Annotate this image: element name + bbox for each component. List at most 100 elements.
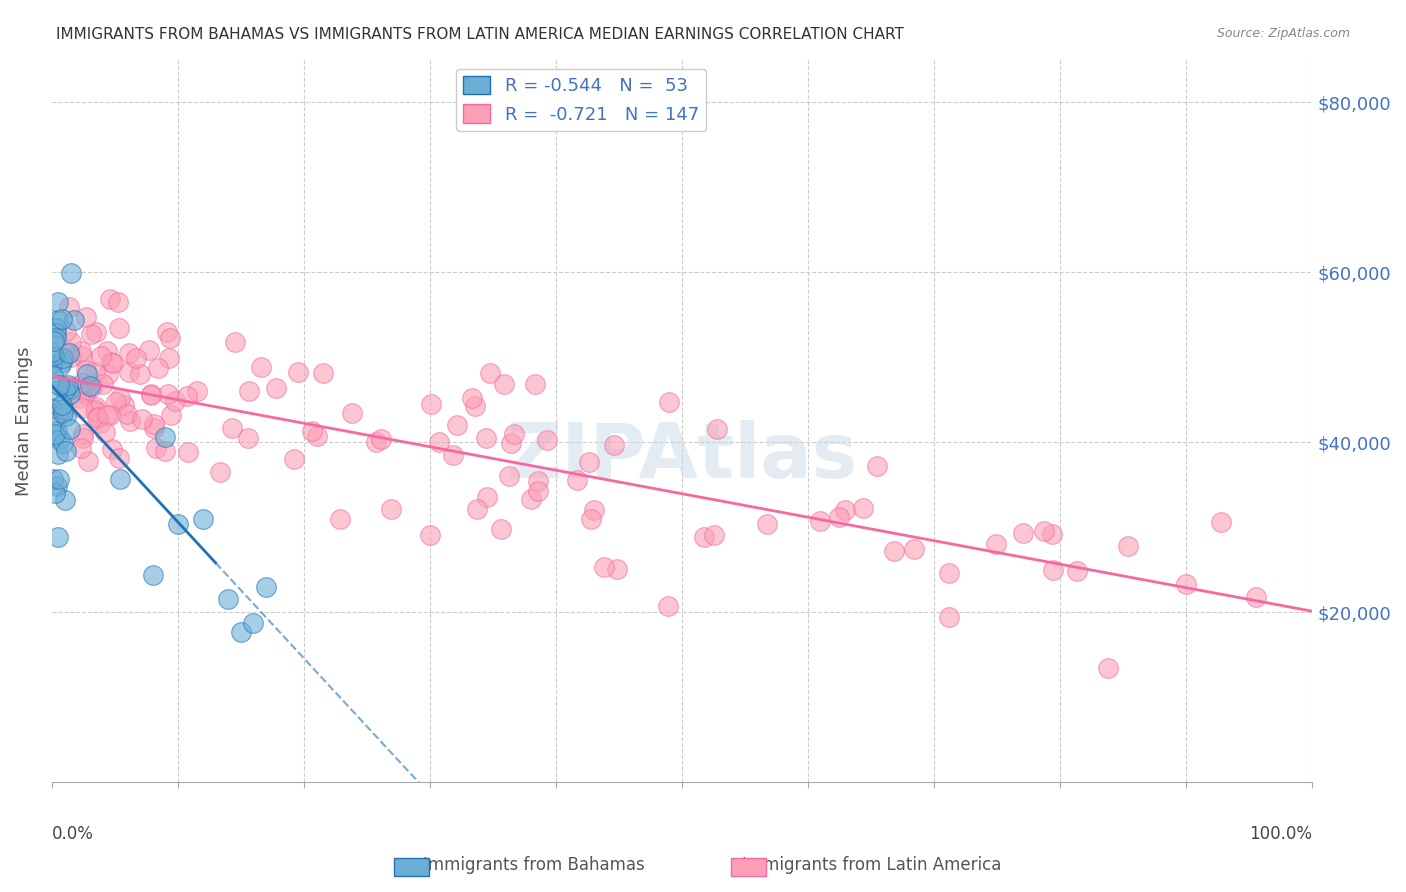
Point xyxy=(75,310,97,325)
Point xyxy=(756,517,779,532)
Point xyxy=(249,359,271,374)
Point xyxy=(52,401,75,416)
Point xyxy=(89,416,111,430)
Point xyxy=(75,385,97,400)
Point xyxy=(446,417,468,432)
Point xyxy=(475,432,498,446)
Point xyxy=(593,560,616,574)
Point xyxy=(80,379,103,393)
Point xyxy=(72,384,94,399)
Point xyxy=(42,348,65,362)
Text: 100.0%: 100.0% xyxy=(1250,825,1312,844)
Point xyxy=(221,421,243,435)
Point xyxy=(579,512,602,526)
Point xyxy=(58,346,80,360)
Text: IMMIGRANTS FROM BAHAMAS VS IMMIGRANTS FROM LATIN AMERICA MEDIAN EARNINGS CORRELA: IMMIGRANTS FROM BAHAMAS VS IMMIGRANTS FR… xyxy=(56,27,904,42)
Point xyxy=(59,387,82,401)
Point xyxy=(51,355,73,369)
Point xyxy=(83,402,105,417)
Point xyxy=(59,422,82,436)
Point xyxy=(156,387,179,401)
Point xyxy=(565,473,588,487)
Point xyxy=(46,294,69,309)
Point xyxy=(70,376,93,391)
Point xyxy=(312,366,335,380)
Text: ZIPAtlas: ZIPAtlas xyxy=(506,420,858,494)
Point xyxy=(131,411,153,425)
Point xyxy=(53,379,76,393)
Point xyxy=(44,334,66,349)
Point xyxy=(582,503,605,517)
Point xyxy=(55,444,77,458)
Point xyxy=(501,435,523,450)
Point xyxy=(117,365,139,379)
Point xyxy=(141,388,163,402)
Point xyxy=(420,397,443,411)
Point xyxy=(1244,590,1267,604)
Point xyxy=(834,503,856,517)
Point xyxy=(143,421,166,435)
Point xyxy=(55,409,77,424)
Point xyxy=(191,512,214,526)
Point xyxy=(370,432,392,446)
Point xyxy=(145,442,167,456)
Point xyxy=(100,408,122,422)
Point xyxy=(938,566,960,580)
Point xyxy=(118,346,141,360)
Point xyxy=(419,528,441,542)
Point xyxy=(107,295,129,310)
Point xyxy=(142,567,165,582)
Point xyxy=(76,368,98,382)
Point xyxy=(52,436,75,450)
Point xyxy=(287,365,309,379)
Point xyxy=(176,389,198,403)
Point xyxy=(526,483,548,498)
Point xyxy=(1097,661,1119,675)
Point xyxy=(984,537,1007,551)
Point xyxy=(125,351,148,365)
Point xyxy=(72,349,94,363)
Point xyxy=(101,442,124,456)
Point xyxy=(46,478,69,492)
Point xyxy=(706,422,728,436)
Point xyxy=(105,394,128,409)
Point xyxy=(55,493,77,508)
Point xyxy=(84,326,107,340)
Point xyxy=(578,455,600,469)
Point xyxy=(166,516,188,531)
Point xyxy=(477,491,499,505)
Point xyxy=(46,530,69,544)
Point xyxy=(498,469,520,483)
Point xyxy=(42,369,65,384)
Point xyxy=(83,366,105,380)
Point xyxy=(72,426,94,441)
Point xyxy=(48,472,70,486)
Point xyxy=(153,443,176,458)
Point xyxy=(70,401,93,415)
Point xyxy=(45,320,67,334)
Point xyxy=(461,391,484,405)
Point xyxy=(1116,540,1139,554)
Point xyxy=(77,377,100,392)
Point xyxy=(159,408,181,422)
Point xyxy=(852,500,875,515)
Point xyxy=(91,376,114,391)
Point xyxy=(75,387,97,401)
Point xyxy=(217,592,239,607)
Point xyxy=(100,354,122,368)
Point xyxy=(606,562,628,576)
Point xyxy=(59,334,82,349)
Point xyxy=(94,425,117,439)
Point xyxy=(58,384,80,398)
Point xyxy=(603,438,626,452)
Point xyxy=(427,435,450,450)
Point xyxy=(86,410,108,425)
Point xyxy=(156,325,179,339)
Point xyxy=(48,378,70,392)
Point xyxy=(264,381,287,395)
Point xyxy=(97,367,120,381)
Point xyxy=(101,356,124,370)
Point xyxy=(41,401,63,416)
Point xyxy=(148,360,170,375)
Point xyxy=(658,395,681,409)
